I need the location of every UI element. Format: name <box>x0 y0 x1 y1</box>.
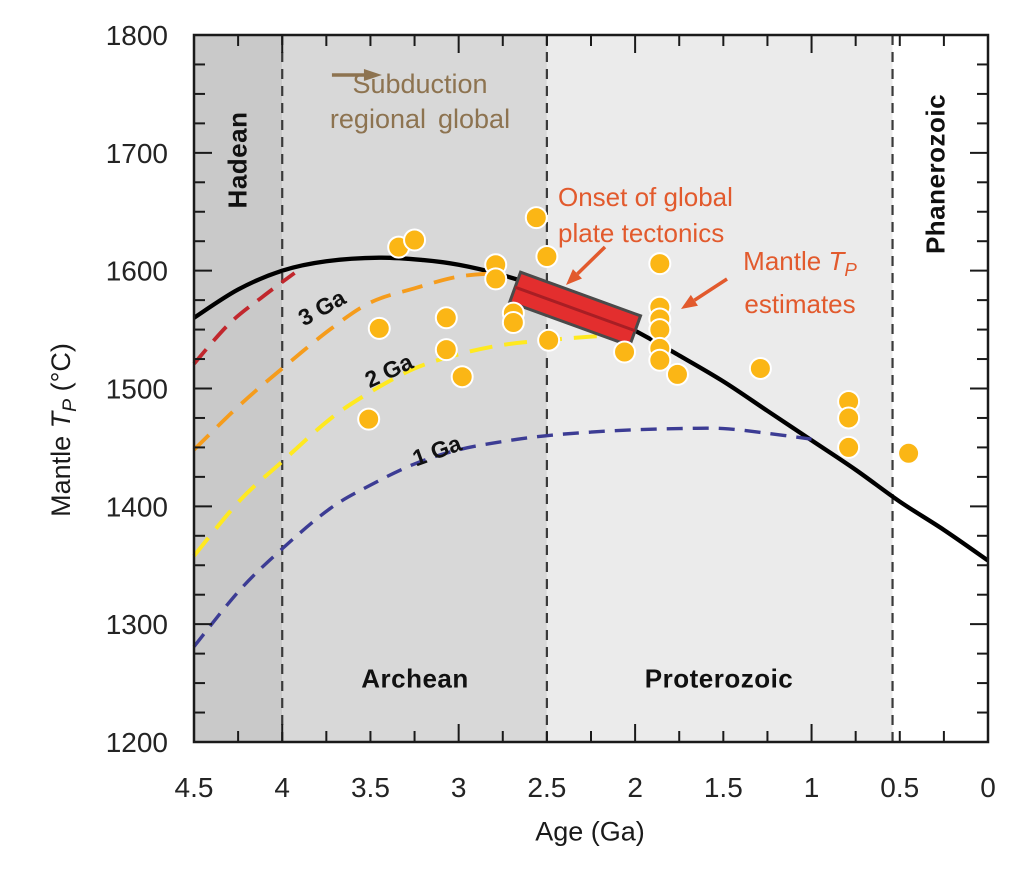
x-axis-title: Age (Ga) <box>535 816 645 847</box>
era-label-proterozoic: Proterozoic <box>644 663 794 694</box>
onset-arrow-head <box>566 269 582 285</box>
era-label-hadean: Hadean <box>222 111 253 209</box>
y-tick-label: 1700 <box>106 138 168 169</box>
y-tick-label: 1800 <box>106 20 168 51</box>
data-point <box>748 356 772 380</box>
data-point <box>434 338 458 362</box>
data-point <box>524 206 548 230</box>
data-point <box>613 340 637 364</box>
data-point <box>537 328 561 352</box>
data-point <box>897 441 921 465</box>
data-point <box>484 267 508 291</box>
x-tick-label: 1.5 <box>704 772 743 803</box>
x-tick-label: 4 <box>274 772 290 803</box>
y-tick-label: 1400 <box>106 491 168 522</box>
data-point <box>357 407 381 431</box>
data-point <box>535 245 559 269</box>
plot-frame <box>192 33 990 744</box>
data-point <box>837 406 861 430</box>
subduction-regional: regional <box>329 104 427 134</box>
onset-box-centerline <box>514 285 636 333</box>
era-band-archean <box>282 35 547 742</box>
y-tick-label: 1200 <box>106 727 168 758</box>
data-point <box>434 306 458 330</box>
subduction-annotation: Subduction regional global <box>330 67 510 137</box>
estimates-annotation: Mantle TP estimates <box>743 244 857 321</box>
data-point <box>403 228 427 252</box>
era-band-proterozoic <box>546 35 893 742</box>
data-point <box>665 362 689 386</box>
era-label-phanerozoic: Phanerozoic <box>920 93 951 255</box>
x-tick-label: 4.5 <box>175 772 214 803</box>
data-point <box>648 318 672 342</box>
right-arrow-icon <box>331 69 382 81</box>
x-tick-label: 2 <box>627 772 643 803</box>
data-point <box>837 435 861 459</box>
cooling-path-1ga-curve <box>192 426 812 648</box>
data-point <box>648 252 672 276</box>
y-tick-label: 1600 <box>106 256 168 287</box>
x-tick-label: 0.5 <box>880 772 919 803</box>
data-point <box>367 316 391 340</box>
era-label-archean: Archean <box>361 663 469 694</box>
y-axis-title: Mantle TP (°C) <box>45 343 82 517</box>
estimates-arrow <box>693 277 728 302</box>
x-tick-label: 1 <box>804 772 820 803</box>
y-tick-label: 1300 <box>106 609 168 640</box>
x-tick-label: 2.5 <box>527 772 566 803</box>
data-point <box>501 311 525 335</box>
estimates-line2: estimates <box>744 289 856 320</box>
estimates-arrow-head <box>681 294 698 309</box>
cooling-path-4ga-curve <box>192 271 296 366</box>
cooling-path-3ga-curve <box>192 271 502 452</box>
estimates-line1: Mantle TP <box>743 246 857 281</box>
onset-arrow <box>576 245 607 276</box>
onset-line2: plate tectonics <box>558 218 725 248</box>
onset-annotation: Onset of global plate tectonics <box>558 179 733 251</box>
x-tick-label: 0 <box>980 772 996 803</box>
data-point <box>648 348 672 372</box>
subduction-global: global <box>438 104 511 134</box>
y-tick-label: 1500 <box>106 374 168 405</box>
data-point <box>450 365 474 389</box>
onset-line1: Onset of global <box>558 182 733 212</box>
x-tick-label: 3 <box>451 772 467 803</box>
x-tick-label: 3.5 <box>351 772 390 803</box>
